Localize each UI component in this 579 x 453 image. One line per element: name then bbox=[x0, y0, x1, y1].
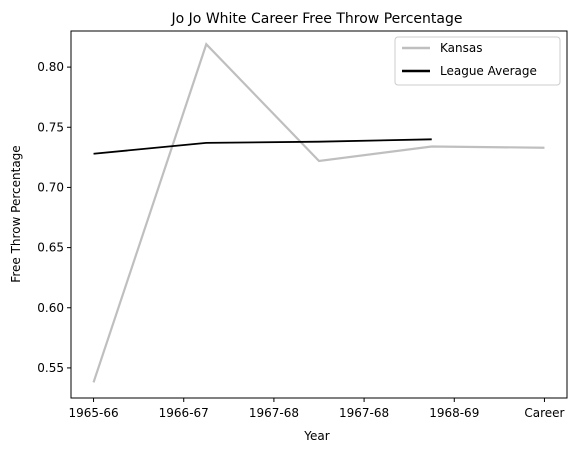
plot-area bbox=[70, 30, 568, 399]
y-axis-label: Free Throw Percentage bbox=[9, 145, 23, 282]
legend-kansas-label: Kansas bbox=[440, 41, 482, 55]
legend-league-average-label: League Average bbox=[440, 64, 537, 78]
x-tick-label: 1965-66 bbox=[68, 406, 118, 420]
kansas-series-line bbox=[92, 42, 545, 383]
x-tick-label: 1966-67 bbox=[159, 406, 209, 420]
league-average-series-line bbox=[93, 138, 432, 155]
y-tick-label: 0.55 bbox=[37, 361, 64, 375]
series-layer bbox=[92, 42, 545, 383]
x-tick-label: 1967-68 bbox=[339, 406, 389, 420]
y-tick-label: 0.60 bbox=[37, 301, 64, 315]
chart-title: Jo Jo White Career Free Throw Percentage bbox=[171, 11, 463, 27]
x-tick-label: 1968-69 bbox=[429, 406, 479, 420]
y-tick-label: 0.65 bbox=[37, 241, 64, 255]
legend: Kansas League Average bbox=[394, 36, 561, 86]
y-tick-label: 0.75 bbox=[37, 120, 64, 134]
x-axis: 1965-66 1966-67 1967-68 1967-68 1968-69 Caree… bbox=[68, 398, 565, 420]
y-tick-label: 0.70 bbox=[37, 180, 64, 194]
x-axis-label: Year bbox=[303, 429, 329, 443]
y-tick-label: 0.80 bbox=[37, 60, 64, 74]
plot-frame bbox=[70, 30, 568, 399]
legend-frame bbox=[394, 36, 561, 86]
y-axis: 0.55 0.60 0.65 0.70 0.75 0.80 bbox=[37, 60, 71, 375]
x-tick-label: 1967-68 bbox=[249, 406, 299, 420]
x-tick-label: Career bbox=[524, 406, 564, 420]
